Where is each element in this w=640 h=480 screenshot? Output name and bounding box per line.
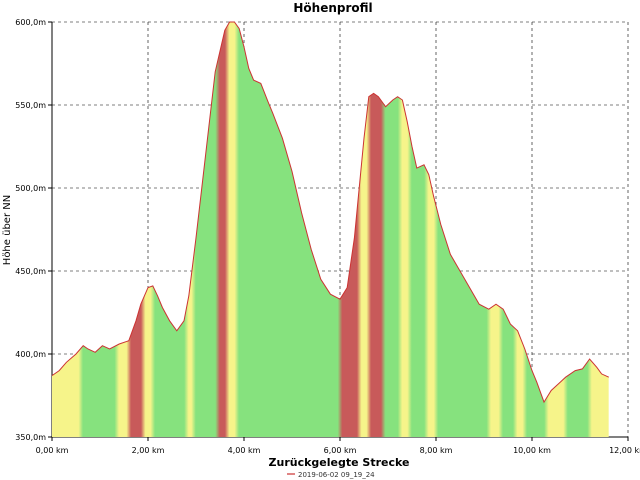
- y-axis-ticks: 350,0m 400,0m 450,0m 500,0m 550,0m 600,0m: [15, 18, 52, 442]
- x-axis-ticks: 0,00 km 2,00 km 4,00 km 6,00 km 8,00 km 10,00…: [36, 437, 640, 455]
- x-tick-label: 6,00 km: [324, 446, 357, 455]
- x-tick-label: 10,00 km: [513, 446, 551, 455]
- y-tick-label: 350,0m: [15, 433, 46, 442]
- chart-title: Höhenprofil: [293, 1, 372, 15]
- y-tick-label: 450,0m: [15, 267, 46, 276]
- elevation-area: [52, 22, 609, 437]
- x-tick-label: 8,00 km: [420, 446, 453, 455]
- y-axis-label: Höhe über NN: [2, 195, 13, 265]
- y-tick-label: 600,0m: [15, 18, 46, 27]
- x-tick-label: 12,00 km: [609, 446, 640, 455]
- x-tick-label: 0,00 km: [36, 446, 69, 455]
- legend-label: 2019-06-02 09_19_24: [298, 471, 375, 479]
- x-tick-label: 4,00 km: [228, 446, 261, 455]
- y-tick-label: 550,0m: [15, 101, 46, 110]
- elevation-line: [51, 21, 610, 404]
- y-tick-label: 500,0m: [15, 184, 46, 193]
- legend: 2019-06-02 09_19_24: [287, 471, 375, 479]
- x-axis-label: Zurückgelegte Strecke: [269, 456, 410, 469]
- x-tick-label: 2,00 km: [132, 446, 165, 455]
- y-tick-label: 400,0m: [15, 350, 46, 359]
